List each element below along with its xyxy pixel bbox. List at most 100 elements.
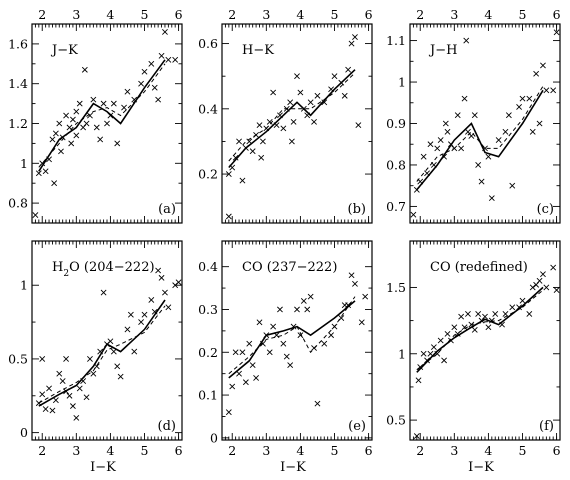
panel-letter: (f) xyxy=(539,419,554,434)
data-point xyxy=(148,60,155,67)
data-point xyxy=(58,148,64,155)
point-stroke xyxy=(263,125,270,132)
x-tick-label: 6 xyxy=(553,443,561,458)
point-stroke xyxy=(478,178,485,185)
data-point xyxy=(454,330,461,337)
point-stroke xyxy=(543,87,550,94)
data-point xyxy=(290,118,297,125)
point-stroke xyxy=(362,293,369,300)
point-stroke xyxy=(155,96,162,103)
point-stroke xyxy=(97,136,104,143)
point-stroke xyxy=(59,134,66,141)
point-stroke xyxy=(280,340,287,347)
data-point xyxy=(358,319,365,326)
data-point xyxy=(304,306,311,313)
point-stroke xyxy=(475,311,482,317)
point-stroke xyxy=(427,350,434,357)
point-stroke xyxy=(151,84,158,91)
y-tick-label: 0.4 xyxy=(198,259,218,274)
point-stroke xyxy=(100,289,107,296)
data-point xyxy=(420,350,427,357)
data-point xyxy=(138,80,145,87)
point-stroke xyxy=(158,52,165,59)
point-stroke xyxy=(458,313,465,320)
data-point xyxy=(158,274,165,281)
data-point xyxy=(311,345,317,351)
point-stroke xyxy=(51,180,58,187)
y-tick-label: 0.5 xyxy=(386,413,406,428)
data-point xyxy=(266,118,273,125)
point-stroke xyxy=(256,319,263,326)
point-stroke xyxy=(437,337,444,344)
data-point xyxy=(141,311,148,318)
point-stroke xyxy=(83,120,90,127)
point-stroke xyxy=(52,397,59,404)
data-point xyxy=(447,337,454,344)
data-point xyxy=(63,112,70,119)
data-point xyxy=(66,124,73,131)
data-point xyxy=(283,105,290,112)
data-point xyxy=(107,112,114,119)
point-stroke xyxy=(270,323,277,330)
data-point xyxy=(540,271,546,278)
data-point xyxy=(229,164,236,171)
data-point xyxy=(155,96,162,103)
y-tick-label: 1 xyxy=(398,346,406,361)
y-tick-label: 1.6 xyxy=(8,36,28,51)
point-stroke xyxy=(516,304,523,311)
point-stroke xyxy=(165,56,172,63)
data-point xyxy=(277,112,283,119)
point-stroke xyxy=(536,277,543,284)
data-point xyxy=(437,337,444,344)
point-stroke xyxy=(290,118,297,125)
point-stroke xyxy=(424,357,430,364)
data-point xyxy=(454,112,461,119)
point-stroke xyxy=(249,362,256,369)
point-stroke xyxy=(158,274,165,281)
point-stroke xyxy=(495,137,502,144)
point-stroke xyxy=(225,213,232,220)
point-stroke xyxy=(263,332,270,339)
data-point xyxy=(362,293,369,300)
point-stroke xyxy=(39,160,46,167)
data-point xyxy=(263,125,270,132)
point-stroke xyxy=(56,120,63,127)
point-stroke xyxy=(492,311,499,317)
dashed-series-line xyxy=(228,72,356,162)
point-stroke xyxy=(104,120,110,127)
point-stroke xyxy=(225,409,232,416)
point-stroke xyxy=(304,112,311,119)
data-point xyxy=(427,141,434,148)
data-point xyxy=(458,313,465,320)
data-point xyxy=(162,289,168,296)
data-point xyxy=(175,279,182,286)
data-point xyxy=(417,364,424,370)
data-point xyxy=(297,89,304,96)
data-point xyxy=(90,96,97,103)
data-point xyxy=(110,100,117,107)
x-tick-label: 6 xyxy=(365,443,373,458)
panel-title: CO (redefined) xyxy=(430,260,528,275)
data-point xyxy=(451,145,458,152)
data-point xyxy=(519,297,526,304)
point-stroke xyxy=(461,95,468,102)
point-stroke xyxy=(69,116,76,123)
point-stroke xyxy=(259,340,266,347)
data-point xyxy=(246,138,253,145)
point-stroke xyxy=(338,79,345,86)
data-point xyxy=(165,56,172,63)
point-stroke xyxy=(461,324,468,331)
point-stroke xyxy=(540,62,546,69)
x-tick-label: 6 xyxy=(365,7,373,22)
y-tick-label: 0.8 xyxy=(8,196,28,211)
point-stroke xyxy=(543,284,550,291)
point-stroke xyxy=(87,356,93,362)
y-tick-label: 0.2 xyxy=(198,345,218,360)
data-point xyxy=(90,370,97,377)
point-stroke xyxy=(256,122,263,129)
data-point xyxy=(505,112,512,119)
point-stroke xyxy=(69,403,76,410)
data-point xyxy=(430,344,437,351)
point-stroke xyxy=(165,304,172,311)
